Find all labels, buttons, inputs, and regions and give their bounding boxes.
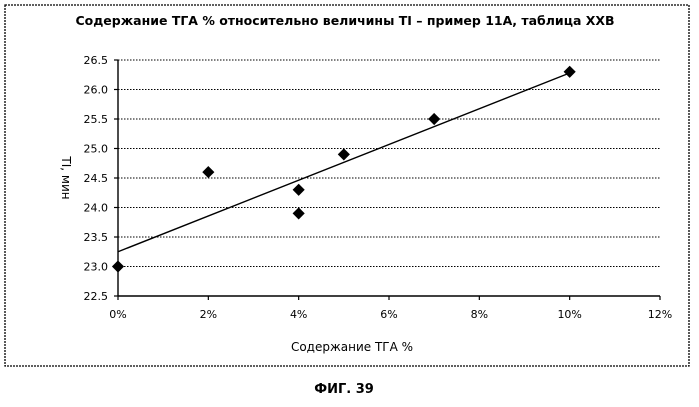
x-tick-label: 4% (290, 308, 307, 321)
x-tick-label: 6% (380, 308, 397, 321)
y-tick-label: 24.5 (84, 172, 109, 185)
y-tick-label: 25.5 (84, 113, 109, 126)
y-tick-label: 25.0 (84, 143, 109, 156)
figure-caption: ФИГ. 39 (314, 382, 374, 397)
x-tick-label: 12% (648, 308, 672, 321)
x-axis-label: Содержание ТГА % (291, 340, 413, 354)
y-tick-label: 23.5 (84, 231, 109, 244)
x-tick-label: 0% (109, 308, 126, 321)
y-tick-label: 26.0 (84, 84, 109, 97)
y-tick-label: 24.0 (84, 202, 109, 215)
x-tick-label: 10% (557, 308, 581, 321)
y-tick-label: 26.5 (84, 54, 109, 67)
y-axis-label: TI, мин (59, 155, 73, 199)
y-tick-label: 22.5 (84, 290, 109, 303)
y-tick-label: 23.0 (84, 261, 109, 274)
x-tick-label: 2% (200, 308, 217, 321)
x-tick-label: 8% (471, 308, 488, 321)
chart-title: Содержание ТГА % относительно величины T… (75, 13, 614, 28)
